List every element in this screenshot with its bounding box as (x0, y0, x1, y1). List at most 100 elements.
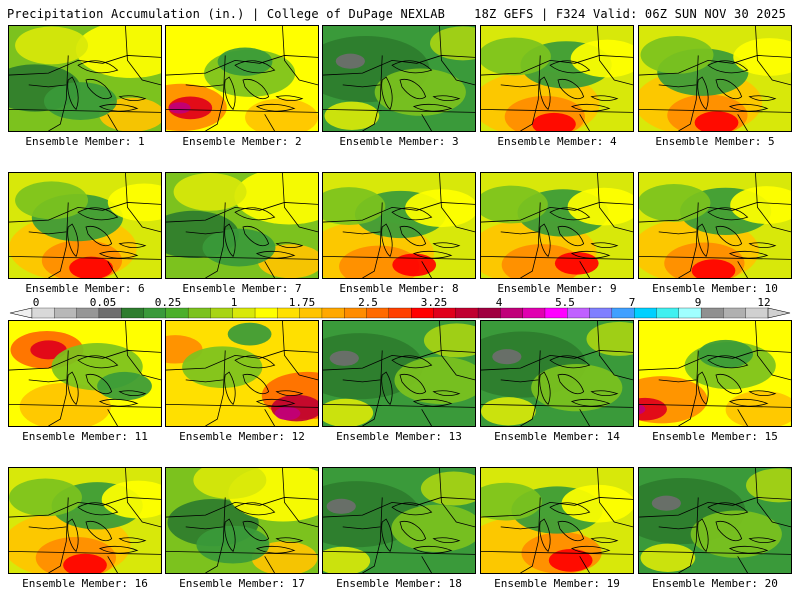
precip-field-map (9, 321, 161, 426)
lake-huron-outline (399, 225, 427, 247)
lake-ontario-outline (118, 95, 147, 101)
border-line (205, 55, 226, 131)
border-line (639, 551, 791, 555)
lake-michigan-outline (697, 76, 709, 111)
border-line (28, 231, 67, 235)
colorbar-tick-label: 3.25 (420, 296, 448, 309)
lake-erie-outline (728, 545, 769, 554)
precip-contour-region (405, 189, 475, 228)
precip-contour-region (481, 37, 551, 76)
lake-huron-outline (85, 373, 113, 395)
member-label: Ensemble Member: 8 (339, 282, 459, 295)
border-line (520, 497, 541, 573)
colorbar-scale (9, 307, 791, 319)
colorbar-bin (299, 307, 323, 319)
colorbar-bin (611, 307, 635, 319)
lake-erie-outline (255, 103, 296, 112)
lake-ontario-outline (748, 537, 777, 543)
colorbar-bin (210, 307, 234, 319)
border-line (264, 556, 275, 573)
lake-superior-outline (549, 60, 591, 74)
border-line (755, 173, 791, 233)
precip-contour-region (9, 478, 82, 517)
border-line (9, 551, 161, 555)
lake-michigan-outline (539, 223, 551, 258)
precip-contour-region (97, 371, 152, 401)
lake-superior-outline (234, 502, 276, 516)
border-line (166, 551, 318, 555)
precip-contour-region (640, 35, 714, 74)
border-line (658, 84, 697, 88)
member-label: Ensemble Member: 13 (336, 430, 462, 443)
lake-superior-outline (234, 207, 276, 221)
lake-erie-outline (412, 250, 453, 259)
member-label: Ensemble Member: 5 (655, 135, 775, 148)
lake-erie-outline (570, 103, 611, 112)
border-line (166, 256, 318, 260)
border-line (520, 202, 541, 278)
lake-superior-outline (549, 502, 591, 516)
precip-contour-region (173, 173, 247, 211)
lake-ontario-outline (590, 537, 619, 543)
border-line (481, 256, 633, 260)
border-line (323, 497, 475, 518)
colorbar-tick-label: 2.5 (358, 296, 378, 309)
lake-huron-outline (242, 520, 270, 542)
ensemble-panel-11 (8, 320, 162, 427)
ensemble-panel-20 (638, 467, 792, 574)
ensemble-panel-2 (165, 25, 319, 132)
ensemble-panel-15 (638, 320, 792, 427)
border-line (342, 379, 381, 383)
colorbar-tick-label: 0 (32, 296, 40, 309)
border-line (658, 526, 697, 530)
lake-superior-outline (234, 60, 276, 74)
ensemble-panel-7 (165, 172, 319, 279)
colorbar-bin (589, 307, 613, 319)
colorbar-bin (121, 307, 144, 319)
border-line (500, 379, 539, 383)
border-line (205, 350, 226, 426)
precip-contour-region (391, 504, 475, 552)
precip-field-map (323, 26, 475, 131)
lake-superior-outline (549, 207, 591, 221)
colorbar-bin (411, 307, 434, 319)
precip-field-map (9, 173, 161, 278)
precip-contour-region (168, 102, 191, 114)
lake-huron-outline (85, 78, 113, 100)
lake-huron-outline (242, 78, 270, 100)
lake-superior-outline (77, 355, 119, 369)
colorbar: 0 0.05 0.25 1 1.75 2.5 3.25 4 5.5 7 9 12 (0, 296, 800, 320)
member-label: Ensemble Member: 9 (497, 282, 617, 295)
colorbar-bin (54, 307, 78, 319)
precip-contour-region (43, 82, 117, 120)
border-line (439, 173, 475, 233)
border-line (678, 350, 699, 426)
colorbar-tick-label: 0.25 (154, 296, 182, 309)
border-line (658, 231, 697, 235)
border-line (342, 526, 381, 530)
border-line (107, 556, 118, 573)
lake-superior-outline (391, 355, 433, 369)
border-line (737, 409, 748, 426)
member-label: Ensemble Member: 3 (339, 135, 459, 148)
border-line (28, 84, 67, 88)
lake-michigan-outline (224, 223, 236, 258)
ensemble-panel-8 (322, 172, 476, 279)
precip-contour-region (492, 349, 522, 365)
precip-field-map (323, 321, 475, 426)
lake-huron-outline (242, 225, 270, 247)
precip-contour-region (15, 181, 89, 220)
lake-ontario-outline (118, 242, 147, 248)
member-label: Ensemble Member: 18 (336, 577, 462, 590)
border-line (362, 202, 383, 278)
precip-field-map (323, 173, 475, 278)
border-line (9, 497, 161, 518)
border-line (323, 256, 475, 260)
lake-huron-outline (399, 520, 427, 542)
precip-contour-region (639, 184, 711, 222)
precip-contour-region (101, 480, 161, 519)
border-line (520, 350, 541, 426)
precip-contour-region (420, 471, 475, 506)
ensemble-panel-6 (8, 172, 162, 279)
lake-erie-outline (728, 250, 769, 259)
